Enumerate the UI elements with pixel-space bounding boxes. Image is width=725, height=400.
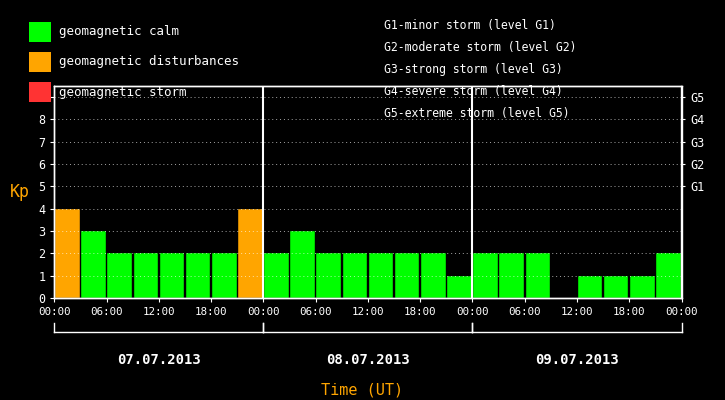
Text: geomagnetic calm: geomagnetic calm <box>59 26 180 38</box>
Text: 09.07.2013: 09.07.2013 <box>535 353 619 367</box>
Text: G3-strong storm (level G3): G3-strong storm (level G3) <box>384 63 563 76</box>
Bar <box>133 253 158 298</box>
Bar <box>186 253 210 298</box>
Bar <box>290 231 315 298</box>
Bar <box>630 276 655 298</box>
Text: geomagnetic disturbances: geomagnetic disturbances <box>59 56 239 68</box>
Bar <box>238 209 262 298</box>
Text: Kp: Kp <box>10 183 30 201</box>
Bar <box>473 253 498 298</box>
Bar <box>578 276 602 298</box>
Text: G2-moderate storm (level G2): G2-moderate storm (level G2) <box>384 41 577 54</box>
Bar <box>656 253 681 298</box>
Text: 07.07.2013: 07.07.2013 <box>117 353 201 367</box>
Bar <box>81 231 106 298</box>
Text: G1-minor storm (level G1): G1-minor storm (level G1) <box>384 19 556 32</box>
Text: Time (UT): Time (UT) <box>321 382 404 398</box>
Bar <box>160 253 184 298</box>
Bar <box>107 253 132 298</box>
Bar <box>421 253 446 298</box>
Bar <box>343 253 367 298</box>
Text: G4-severe storm (level G4): G4-severe storm (level G4) <box>384 85 563 98</box>
Bar <box>604 276 629 298</box>
Bar <box>447 276 472 298</box>
Bar <box>369 253 393 298</box>
Bar <box>55 209 80 298</box>
Bar <box>264 253 289 298</box>
Text: 08.07.2013: 08.07.2013 <box>326 353 410 367</box>
Bar <box>316 253 341 298</box>
Text: geomagnetic storm: geomagnetic storm <box>59 86 187 98</box>
Bar <box>526 253 550 298</box>
Bar <box>395 253 420 298</box>
Bar <box>500 253 524 298</box>
Text: G5-extreme storm (level G5): G5-extreme storm (level G5) <box>384 107 570 120</box>
Bar <box>212 253 236 298</box>
